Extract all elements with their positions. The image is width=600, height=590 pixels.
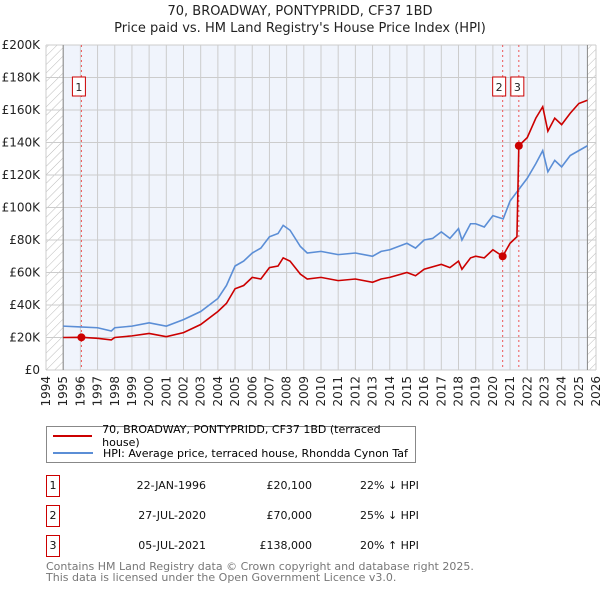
x-tick-label: 1997 — [91, 376, 105, 407]
y-tick-label: £100K — [2, 201, 42, 215]
x-tick-label: 2002 — [177, 376, 191, 407]
sale-label: 3 — [514, 81, 521, 94]
sale-price: £138,000 — [259, 539, 313, 552]
sale-label-box — [510, 76, 525, 97]
y-tick-label: £20K — [9, 331, 41, 345]
footer-copyright: Contains HM Land Registry data © Crown c… — [46, 560, 474, 573]
x-tick-label: 2010 — [314, 376, 328, 407]
sale-price: £70,000 — [266, 509, 313, 522]
y-tick-label: £140K — [2, 136, 42, 150]
x-tick-label: 2015 — [400, 376, 414, 407]
legend: 70, BROADWAY, PONTYPRIDD, CF37 1BD (terr… — [46, 423, 416, 463]
x-tick-label: 2017 — [434, 376, 448, 407]
sale-point — [514, 141, 523, 150]
x-tick-label: 2011 — [331, 376, 345, 407]
series-line — [63, 99, 588, 341]
x-tick-label: 1998 — [108, 376, 122, 407]
x-tick-label: 2005 — [228, 376, 242, 407]
x-tick-label: 2000 — [142, 376, 156, 407]
x-tick-label: 2001 — [159, 376, 173, 407]
sale-date: 05-JUL-2021 — [138, 539, 206, 552]
footer-licence: This data is licensed under the Open Gov… — [46, 571, 397, 584]
y-tick-label: £160K — [2, 103, 42, 117]
y-tick-label: £60K — [9, 266, 41, 280]
x-tick-label: 2009 — [297, 376, 311, 407]
sale-hpi-diff: 25% ↓ HPI — [360, 509, 419, 522]
sale-label-box — [71, 76, 86, 97]
x-tick-label: 2014 — [383, 376, 397, 407]
y-tick-label: £200K — [2, 38, 42, 52]
x-tick-label: 2008 — [280, 376, 294, 407]
x-tick-label: 2004 — [211, 376, 225, 407]
y-tick-label: £180K — [2, 71, 42, 85]
y-tick-label: £120K — [2, 168, 42, 182]
x-tick-label: 2013 — [366, 376, 380, 407]
legend-swatch-blue — [53, 452, 93, 454]
x-tick-label: 1999 — [125, 376, 139, 407]
sale-label-box — [492, 76, 507, 97]
series-line — [63, 145, 588, 332]
sale-marker-number: 2 — [46, 505, 60, 527]
sale-marker-number: 1 — [46, 475, 60, 497]
sale-label: 1 — [75, 81, 82, 94]
x-tick-label: 2022 — [520, 376, 534, 407]
x-tick-label: 2007 — [262, 376, 276, 407]
chart-title: 70, BROADWAY, PONTYPRIDD, CF37 1BD — [167, 4, 433, 19]
sale-date: 22-JAN-1996 — [136, 479, 206, 492]
sale-hpi-diff: 20% ↑ HPI — [360, 539, 419, 552]
x-tick-label: 2021 — [503, 376, 517, 407]
legend-item-property: 70, BROADWAY, PONTYPRIDD, CF37 1BD (terr… — [53, 423, 415, 449]
y-tick-label: £40K — [9, 298, 41, 312]
x-tick-label: 2026 — [589, 376, 600, 407]
x-tick-label: 1995 — [56, 376, 70, 407]
x-tick-label: 2003 — [194, 376, 208, 407]
x-tick-label: 2025 — [572, 376, 586, 407]
sale-price: £20,100 — [266, 479, 313, 492]
price-chart: £0 £20K £40K £60K £80K £100K £120K £140K £160K £1… — [2, 38, 600, 407]
sale-date: 27-JUL-2020 — [138, 509, 206, 522]
legend-label: HPI: Average price, terraced house, Rhon… — [103, 446, 408, 460]
y-tick-label: £80K — [9, 233, 41, 247]
chart-subtitle: Price paid vs. HM Land Registry's House … — [114, 21, 486, 36]
sale-point — [498, 252, 507, 261]
x-tick-label: 2019 — [469, 376, 483, 407]
y-tick-label: £0 — [25, 363, 40, 377]
sale-marker-number: 3 — [46, 535, 60, 557]
sale-point — [77, 333, 86, 342]
x-tick-label: 2020 — [486, 376, 500, 407]
x-tick-label: 2016 — [417, 376, 431, 407]
x-tick-label: 2012 — [348, 376, 362, 407]
legend-item-hpi: HPI: Average price, terraced house, Rhon… — [53, 445, 408, 461]
x-tick-label: 1996 — [73, 376, 87, 407]
sale-label: 2 — [496, 81, 503, 94]
legend-swatch-red — [53, 435, 93, 437]
sale-hpi-diff: 22% ↓ HPI — [360, 479, 419, 492]
x-tick-label: 2006 — [245, 376, 259, 407]
x-tick-label: 2023 — [537, 376, 551, 407]
x-tick-label: 2024 — [555, 376, 569, 407]
x-tick-label: 2018 — [452, 376, 466, 407]
x-tick-label: 1994 — [39, 376, 53, 407]
legend-label: 70, BROADWAY, PONTYPRIDD, CF37 1BD (terr… — [102, 423, 381, 449]
